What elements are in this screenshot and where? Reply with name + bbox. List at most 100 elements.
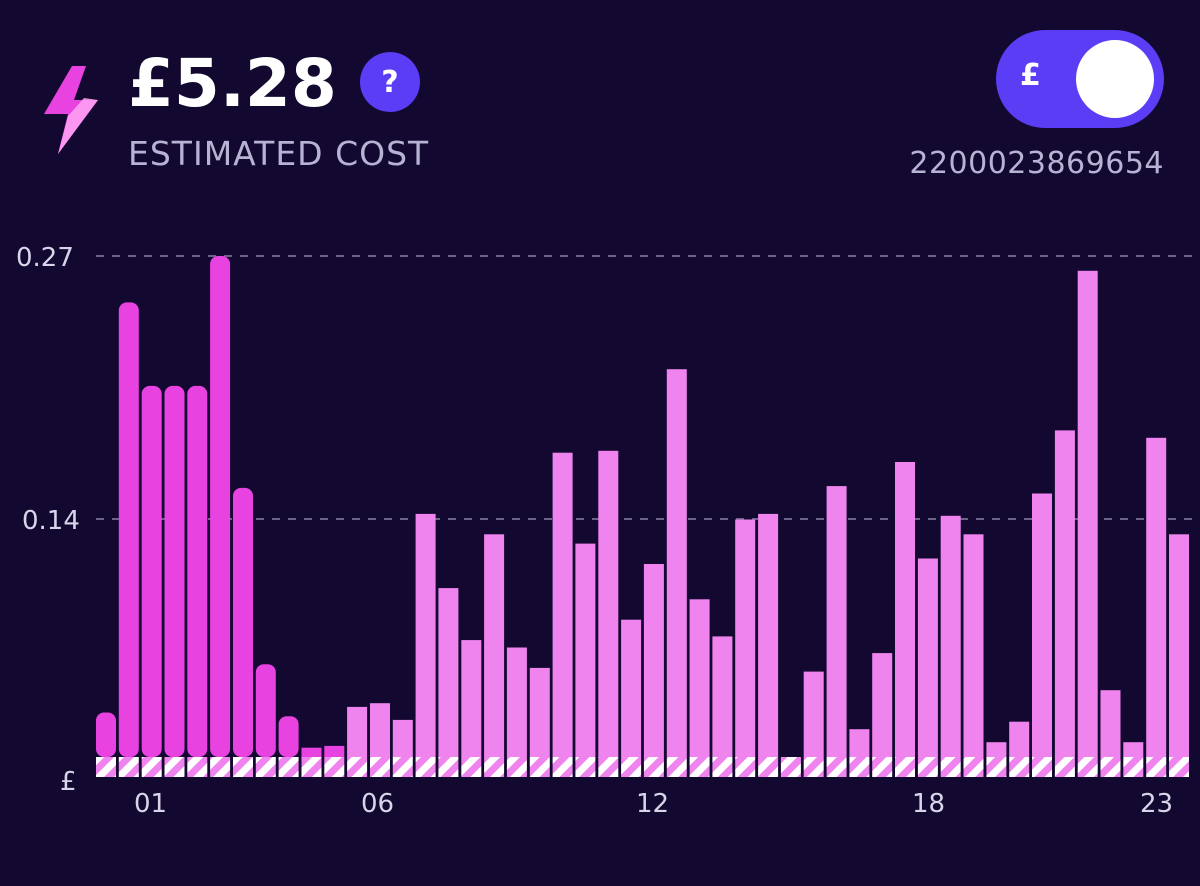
x-tick-label: 18 [912,789,945,819]
x-tick-label: 06 [361,789,394,819]
usage-bar [164,385,185,757]
usage-bar [1123,742,1144,757]
usage-bar [849,729,870,757]
standing-charge-stripe [1032,757,1052,777]
y-tick-label: 0.14 [22,506,80,536]
help-button[interactable]: ? [360,52,420,112]
standing-charge-stripe [1123,757,1144,777]
y-tick-label: £ [60,767,77,797]
standing-charge-stripe [849,757,870,777]
usage-bar [940,515,961,757]
standing-charge-stripe [141,757,162,777]
standing-charge-stripe [1054,757,1075,777]
standing-charge-stripe [666,757,687,777]
estimated-cost-label: ESTIMATED COST [128,134,430,173]
usage-bar [758,513,779,757]
usage-bar [370,703,390,757]
standing-charge-stripe [347,757,368,777]
standing-charge-stripe [895,757,915,777]
standing-charge-stripe [963,757,984,777]
usage-bar [963,534,984,757]
usage-bar [735,519,756,757]
meter-number: 2200023869654 [909,146,1164,181]
usage-bar [1009,721,1030,757]
usage-bar [598,450,619,757]
usage-bar [872,653,893,757]
standing-charge-stripe [415,757,436,777]
standing-charge-stripe [872,757,893,777]
standing-charge-stripe [370,757,390,777]
usage-bar [233,487,253,757]
standing-charge-stripe [118,757,139,777]
standing-charge-stripe [735,757,756,777]
standing-charge-stripe [1009,757,1030,777]
standing-charge-stripe [689,757,710,777]
standing-charge-stripe [826,757,847,777]
standing-charge-stripe [940,757,961,777]
usage-bar [621,619,642,757]
standing-charge-stripe [96,757,116,777]
standing-charge-stripe [598,757,619,777]
standing-charge-stripe [643,757,664,777]
standing-charge-stripe [575,757,596,777]
usage-bar [689,599,710,757]
usage-bar [96,712,116,757]
usage-bar [1100,690,1121,757]
standing-charge-stripe [233,757,253,777]
usage-bar [438,588,459,757]
standing-charge-stripe [210,757,231,777]
standing-charge-stripe [164,757,185,777]
standing-charge-stripe [438,757,459,777]
x-tick-label: 12 [636,789,669,819]
standing-charge-stripe [1100,757,1121,777]
usage-bar [1032,493,1052,757]
standing-charge-stripe [506,757,527,777]
toggle-knob [1076,40,1154,118]
usage-bar [575,543,596,757]
usage-bar [1054,430,1075,757]
usage-bar [278,716,299,757]
usage-bar [324,745,345,757]
usage-bar [917,558,938,757]
usage-bar [461,640,482,757]
estimated-cost-amount: £5.28 [128,45,337,122]
standing-charge-stripe [552,757,573,777]
usage-bar [1077,270,1098,757]
usage-bar [712,636,733,757]
usage-bar [1146,437,1167,757]
usage-bar [141,385,162,757]
standing-charge-stripe [301,757,322,777]
currency-toggle-label: £ [1020,58,1041,93]
standing-charge-stripe [758,757,779,777]
standing-charge-stripe [529,757,550,777]
usage-bar [484,534,505,757]
x-tick-label: 23 [1140,789,1173,819]
standing-charge-stripe [1146,757,1167,777]
usage-bar [1169,534,1189,757]
usage-bar [392,719,413,757]
usage-bar [895,462,915,757]
standing-charge-stripe [986,757,1007,777]
usage-bar [666,369,687,757]
standing-charge-stripe [187,757,208,777]
usage-bar [118,302,139,757]
standing-charge-stripe [484,757,505,777]
lightning-bolt-icon [44,66,98,154]
usage-bar [803,671,824,757]
standing-charge-stripe [712,757,733,777]
standing-charge-stripe [621,757,642,777]
usage-bar [255,664,276,757]
standing-charge-stripe [278,757,299,777]
standing-charge-stripe [461,757,482,777]
usage-bar [986,742,1007,757]
usage-bar [506,647,527,757]
standing-charge-stripe [803,757,824,777]
y-tick-label: 0.27 [16,243,74,273]
standing-charge-stripe [1169,757,1189,777]
currency-toggle[interactable]: £ [996,30,1164,128]
standing-charge-stripe [392,757,413,777]
standing-charge-stripe [780,757,801,777]
standing-charge-stripe [917,757,938,777]
usage-bar [347,706,368,757]
